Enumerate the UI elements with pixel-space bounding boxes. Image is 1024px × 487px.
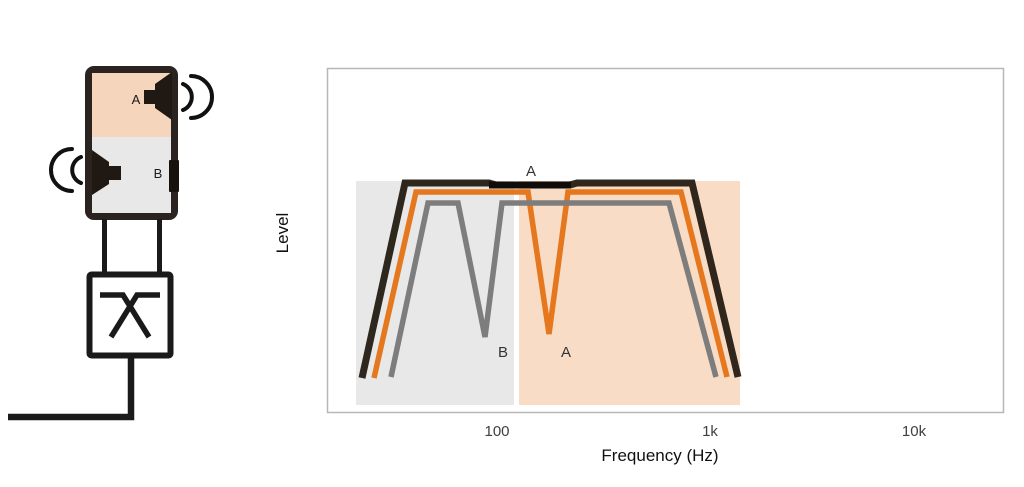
speaker-diagram: A B: [8, 66, 214, 421]
x-tick-1k: 1k: [702, 423, 718, 440]
driver-a-response-curve: [371, 189, 730, 379]
crossover-icon: [100, 292, 160, 339]
driver-a-label: A: [132, 92, 141, 107]
x-axis-title: Frequency (Hz): [601, 446, 718, 465]
sound-waves-a-icon: [181, 74, 214, 120]
driver-b-response-curve: [388, 200, 719, 378]
x-tick-100: 100: [484, 423, 509, 440]
x-tick-10k: 10k: [902, 423, 927, 440]
frequency-response-chart: A B A 100 1k 10k Frequency (Hz) Level: [273, 67, 1005, 465]
combined-curve-label: A: [526, 163, 536, 180]
sound-waves-b-icon: [49, 147, 83, 193]
driver-b-label: B: [154, 166, 163, 181]
speaker-driver-a-icon: [144, 72, 172, 120]
y-axis-title: Level: [273, 213, 292, 254]
input-wire: [8, 358, 135, 421]
speaker-driver-b-icon: [92, 150, 121, 195]
driver-b-notch-label: B: [498, 344, 508, 361]
crossover-box: [86, 271, 174, 359]
terminal-block: [169, 160, 179, 192]
driver-a-notch-label: A: [561, 344, 571, 361]
